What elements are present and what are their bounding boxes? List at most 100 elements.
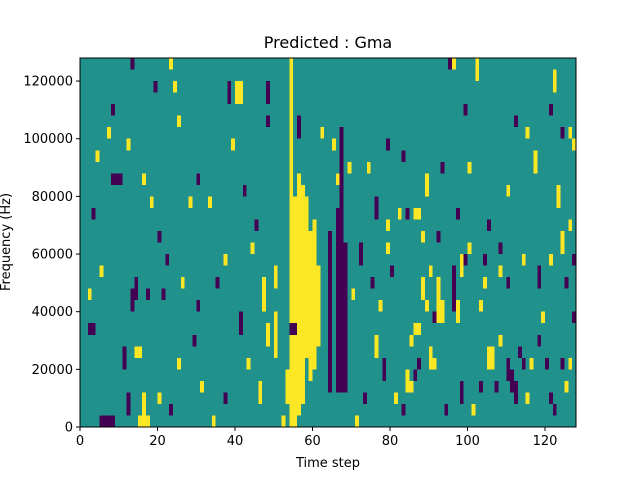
heatmap-cell	[362, 392, 367, 404]
heatmap-cell	[161, 288, 166, 301]
heatmap-cell	[560, 127, 565, 139]
heatmap-cell	[273, 265, 278, 289]
heatmap-cell	[366, 161, 371, 174]
heatmap-cell	[130, 58, 135, 70]
heatmap-cell	[568, 219, 573, 231]
heatmap-cell	[304, 196, 309, 358]
heatmap-cell	[111, 415, 115, 427]
heatmap-cell	[401, 403, 406, 416]
heatmap-cell	[215, 277, 220, 289]
heatmap-cell	[196, 173, 201, 185]
heatmap-cell	[103, 415, 108, 427]
heatmap-cell	[173, 81, 177, 93]
heatmap-cell	[572, 138, 577, 151]
heatmap-cell	[386, 219, 391, 231]
heatmap-cell	[238, 311, 243, 335]
heatmap-cell	[145, 415, 150, 427]
x-tick-label: 60	[304, 434, 321, 449]
heatmap-cell	[289, 58, 294, 427]
heatmap-cell	[486, 346, 491, 370]
heatmap-cell	[273, 311, 278, 358]
heatmap-cell	[297, 115, 301, 139]
heatmap-cell	[111, 173, 115, 185]
heatmap-cell	[440, 300, 445, 324]
heatmap-cell	[180, 277, 185, 289]
y-tick-label: 0	[65, 421, 73, 436]
y-tick-label: 100000	[23, 132, 73, 147]
heatmap-cell	[118, 173, 123, 185]
heatmap-cell	[424, 173, 429, 197]
heatmap-cell	[455, 207, 460, 220]
heatmap-cell	[149, 196, 154, 208]
heatmap-cell	[483, 254, 487, 266]
heatmap-cell	[552, 403, 557, 416]
heatmap-cell	[479, 300, 484, 312]
heatmap-cell	[537, 334, 542, 347]
heatmap-cell	[409, 380, 414, 393]
heatmap-cell	[157, 230, 162, 243]
heatmap-cell	[490, 346, 495, 370]
heatmap-cell	[250, 242, 255, 255]
heatmap-cell	[254, 219, 259, 231]
heatmap-cell	[568, 127, 573, 139]
heatmap-cell	[99, 415, 104, 427]
heatmap-cell	[537, 265, 542, 289]
heatmap-cell	[266, 323, 270, 347]
heatmap-cell	[266, 115, 270, 128]
y-axis: 0 20000 40000 60000 80000 100000 120000	[23, 75, 80, 436]
heatmap-cell	[517, 346, 522, 358]
heatmap-cell	[545, 357, 549, 370]
heatmap-cell	[347, 161, 352, 174]
x-tick-label: 80	[382, 434, 399, 449]
heatmap-cell	[498, 265, 503, 278]
heatmap-cell	[552, 69, 557, 93]
heatmap-cell	[316, 265, 321, 347]
heatmap-cell	[95, 150, 100, 162]
heatmap-cell	[417, 357, 422, 370]
heatmap-cell	[471, 403, 476, 416]
heatmap-cell	[242, 184, 247, 197]
heatmap-cell	[494, 380, 499, 393]
heatmap-cell	[235, 81, 239, 105]
heatmap-cell	[467, 161, 472, 174]
heatmap-cell	[463, 254, 468, 266]
heatmap-cell	[145, 288, 150, 301]
heatmap-cell	[87, 288, 92, 301]
heatmap-cell	[386, 138, 391, 151]
heatmap-cell	[238, 81, 243, 105]
heatmap-cell	[564, 380, 569, 393]
heatmap-cell	[266, 81, 270, 105]
y-tick-label: 40000	[32, 305, 73, 320]
x-tick-label: 20	[149, 434, 166, 449]
heatmap-cell	[111, 104, 115, 116]
heatmap-cell	[262, 277, 267, 312]
heatmap-cell	[382, 357, 387, 381]
heatmap-cell	[436, 277, 441, 324]
y-tick-label: 20000	[32, 363, 73, 378]
heatmap-cell	[525, 392, 530, 404]
heatmap-cell	[196, 300, 201, 312]
heatmap-cell	[335, 173, 340, 185]
heatmap-cell	[541, 311, 546, 324]
heatmap-cell	[436, 230, 441, 243]
heatmap-cell	[207, 196, 212, 208]
heatmap-cell	[525, 127, 530, 139]
heatmap-cell	[355, 415, 360, 427]
heatmap-cell	[297, 173, 301, 416]
heatmap-cell	[142, 392, 146, 427]
heatmap-cell	[479, 380, 484, 393]
heatmap-cell	[506, 277, 511, 289]
heatmap-cell	[176, 357, 181, 370]
heatmap-cell	[122, 346, 127, 370]
heatmap-cell	[448, 58, 453, 70]
heatmap-cell	[157, 392, 162, 404]
heatmap-cell	[188, 196, 193, 208]
heatmap-cell	[339, 127, 344, 393]
heatmap-cell	[424, 300, 429, 312]
heatmap-cell	[568, 357, 573, 370]
heatmap-cell	[514, 115, 518, 128]
heatmap-cell	[498, 334, 503, 347]
heatmap-cell	[359, 242, 363, 266]
x-tick-label: 0	[76, 434, 84, 449]
heatmap-cell	[463, 104, 468, 116]
